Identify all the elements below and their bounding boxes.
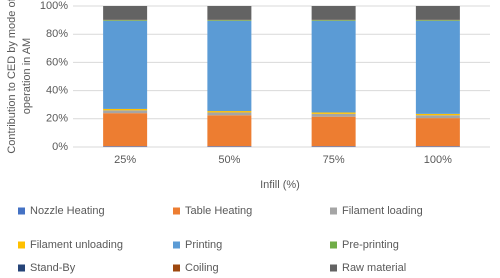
y-tick-label: 60% bbox=[46, 56, 68, 68]
x-axis-label: Infill (%) bbox=[260, 179, 300, 191]
bar-segment bbox=[415, 118, 460, 147]
legend-swatch bbox=[18, 207, 25, 215]
legend-swatch bbox=[330, 207, 337, 215]
legend-label: Coiling bbox=[185, 262, 219, 274]
y-tick-label: 80% bbox=[46, 28, 68, 40]
bar-segment bbox=[415, 20, 460, 21]
bar-segment bbox=[311, 146, 356, 147]
x-tick-label: 100% bbox=[424, 154, 452, 166]
bar-segment bbox=[103, 20, 148, 21]
legend-label: Printing bbox=[185, 239, 222, 251]
y-tick-label: 20% bbox=[46, 113, 68, 125]
legend-label: Pre-printing bbox=[342, 239, 399, 251]
y-tick-label: 0% bbox=[52, 141, 68, 153]
bar-segment bbox=[415, 6, 460, 20]
y-tick-label: 40% bbox=[46, 85, 68, 97]
x-tick-label: 75% bbox=[323, 154, 345, 166]
legend-label: Raw material bbox=[342, 262, 406, 274]
bar-segment bbox=[103, 110, 148, 114]
legend-label: Nozzle Heating bbox=[30, 205, 105, 217]
bar-segment bbox=[103, 6, 148, 20]
bar-segment bbox=[415, 146, 460, 147]
bar-segment bbox=[207, 111, 252, 113]
bar-segment bbox=[207, 20, 252, 21]
legend-swatch bbox=[330, 241, 337, 249]
legend-swatch bbox=[173, 241, 180, 249]
bar-segment bbox=[311, 6, 356, 20]
legend-label: Filament unloading bbox=[30, 239, 123, 251]
bar-segment bbox=[311, 113, 356, 117]
bar-segment bbox=[207, 6, 252, 20]
bar-segment bbox=[207, 146, 252, 147]
bar-segment bbox=[415, 113, 460, 116]
y-tick-label: 100% bbox=[40, 0, 68, 12]
bar-segment bbox=[311, 20, 356, 21]
legend-swatch bbox=[173, 264, 180, 272]
bar-segment bbox=[311, 112, 356, 114]
bar-segment bbox=[103, 20, 148, 109]
legend-swatch bbox=[330, 264, 337, 272]
bar-segment bbox=[207, 112, 252, 116]
bar-segment bbox=[103, 113, 148, 147]
legend-swatch bbox=[173, 207, 180, 215]
x-tick-label: 25% bbox=[114, 154, 136, 166]
legend-label: Stand-By bbox=[30, 262, 76, 274]
bar-segment bbox=[207, 115, 252, 147]
x-tick-label: 50% bbox=[218, 154, 240, 166]
y-axis-label: Contribution to CED by mode of bbox=[6, 0, 18, 154]
legend-swatch bbox=[18, 264, 25, 272]
legend-label: Filament loading bbox=[342, 205, 423, 217]
bar-segment bbox=[415, 20, 460, 114]
bar-segment bbox=[103, 108, 148, 111]
legend-label: Table Heating bbox=[185, 205, 252, 217]
bar-segment bbox=[415, 115, 460, 119]
bar-segment bbox=[311, 20, 356, 113]
legend-swatch bbox=[18, 241, 25, 249]
bar-segment bbox=[311, 116, 356, 147]
bar-segment bbox=[207, 20, 252, 112]
y-axis-label: operation in AM bbox=[21, 38, 33, 114]
bar-segment bbox=[103, 146, 148, 147]
